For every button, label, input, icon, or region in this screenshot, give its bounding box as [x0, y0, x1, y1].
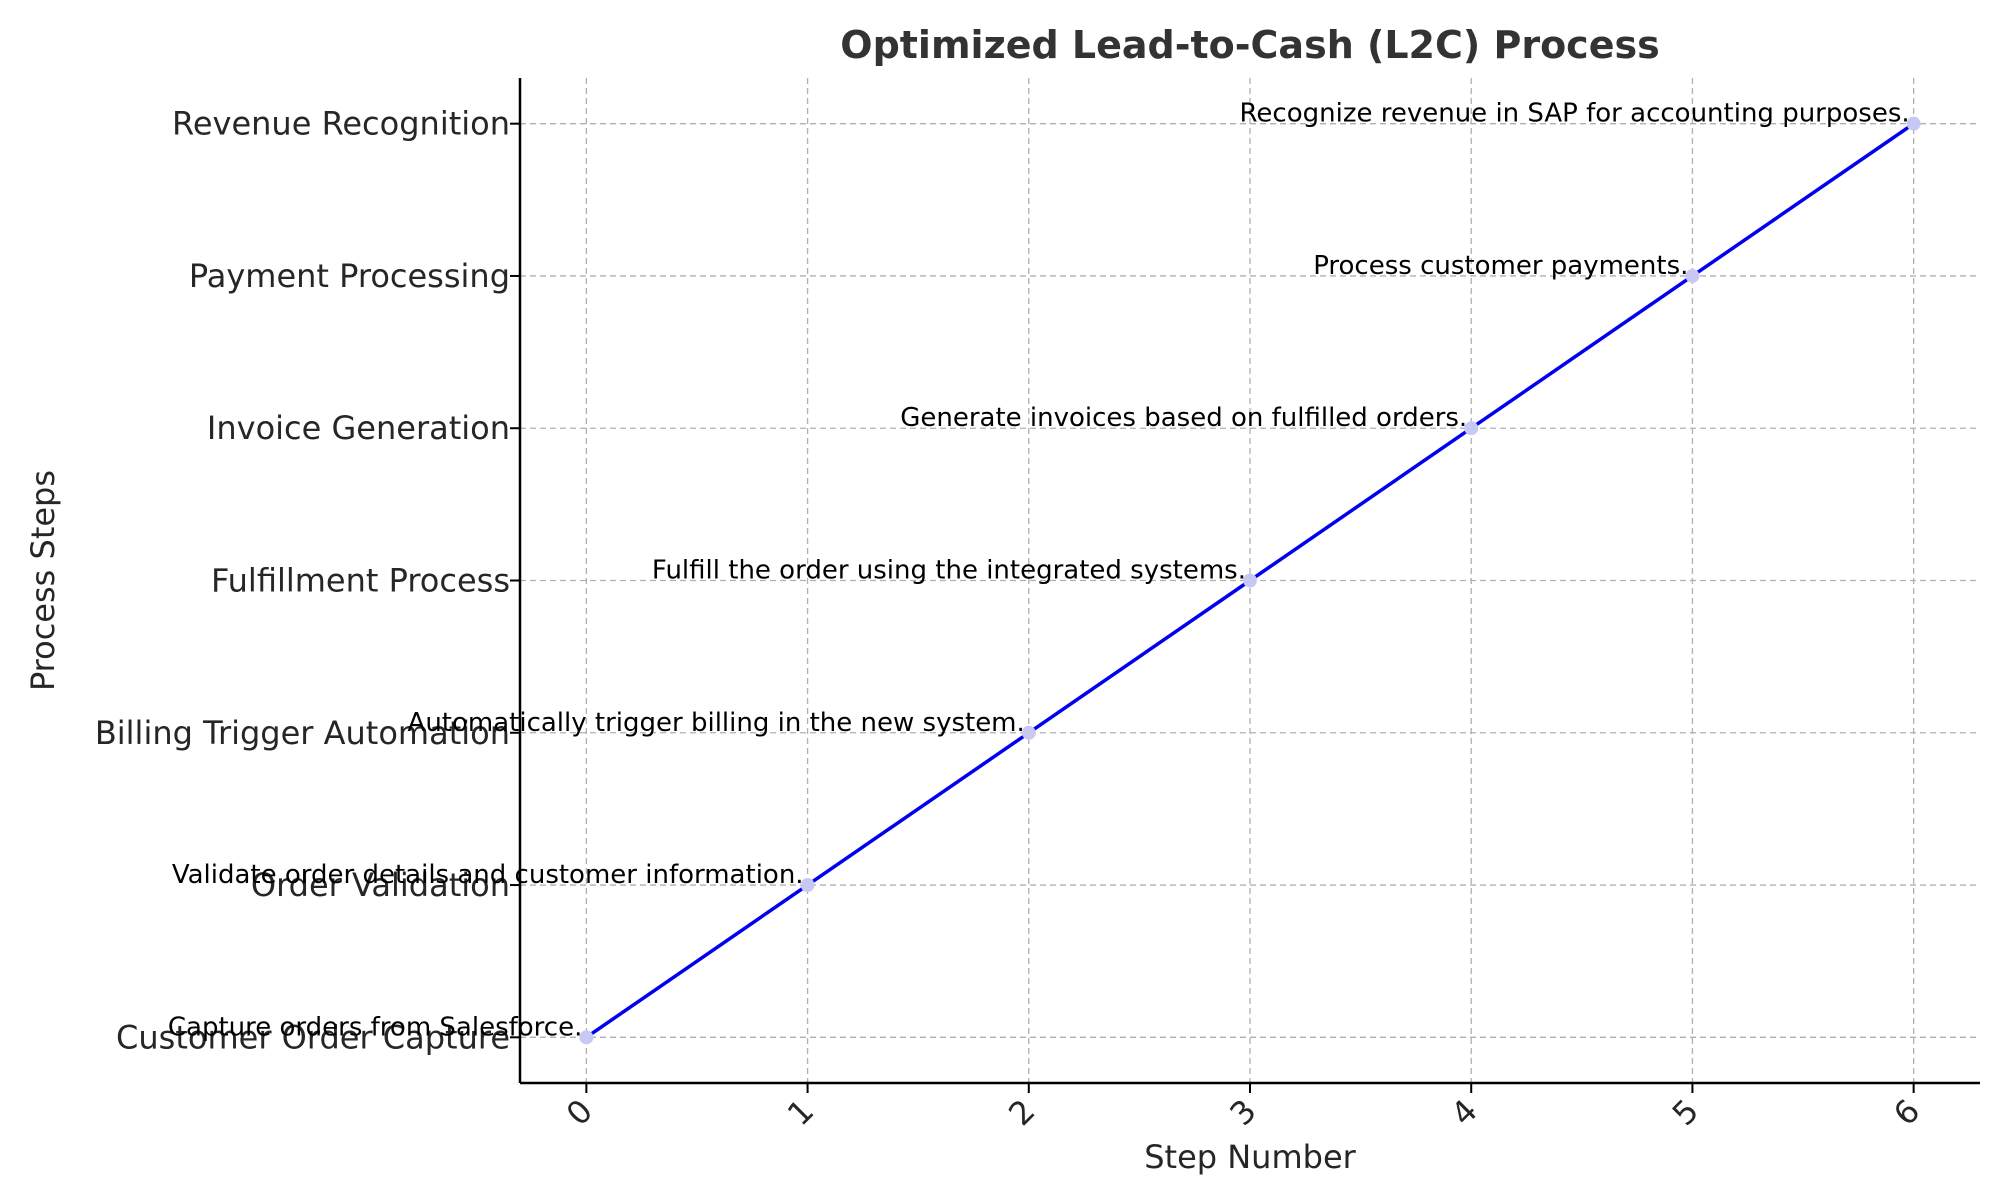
data-point: [1243, 573, 1257, 588]
data-point: [800, 878, 815, 893]
annotation-label: Recognize revenue in SAP for accounting …: [1240, 99, 1910, 129]
x-tick-label: 3: [1222, 1092, 1263, 1133]
annotation-label: Capture orders from Salesforce.: [168, 1012, 583, 1042]
data-point: [1464, 421, 1479, 436]
y-tick-label: Payment Processing: [189, 257, 510, 295]
y-tick-label: Revenue Recognition: [172, 105, 510, 143]
x-tick-label: 1: [780, 1092, 821, 1133]
y-tick-label: Order Validation: [251, 866, 510, 904]
data-point: [579, 1030, 594, 1045]
chart-title: Optimized Lead-to-Cash (L2C) Process: [840, 23, 1659, 67]
y-tick-label: Fulfillment Process: [211, 562, 510, 600]
data-point: [1906, 116, 1921, 131]
annotation-label: Process customer payments.: [1313, 251, 1688, 281]
data-point: [1685, 268, 1700, 283]
y-tick-label: Invoice Generation: [207, 409, 510, 447]
x-tick-label: 2: [1001, 1092, 1042, 1133]
annotation-label: Automatically trigger billing in the new…: [408, 708, 1025, 738]
x-tick-label: 4: [1444, 1092, 1485, 1133]
y-axis-label: Process Steps: [24, 470, 62, 691]
annotation-label: Fulfill the order using the integrated s…: [652, 556, 1246, 586]
y-tick-labels: Customer Order Capture Order Validation Bi…: [95, 105, 520, 1056]
annotation-label: Generate invoices based on fulfilled ord…: [900, 403, 1467, 433]
x-axis-label: Step Number: [1144, 1138, 1356, 1176]
series-layer: [579, 116, 1921, 1045]
grid-layer: [520, 78, 1980, 1083]
x-tick-label: 5: [1665, 1092, 1706, 1133]
y-tick-label: Customer Order Capture: [116, 1018, 510, 1056]
x-tick-label: 0: [559, 1092, 600, 1133]
x-tick-labels: 0 1 2 3 4 5 6: [559, 1083, 1927, 1133]
annotation-label: Validate order details and customer info…: [172, 860, 804, 890]
y-tick-label: Billing Trigger Automation: [95, 714, 510, 752]
x-tick-label: 6: [1886, 1092, 1927, 1133]
annotation-layer: Capture orders from Salesforce. Validate …: [168, 99, 1910, 1043]
data-point: [1021, 725, 1036, 740]
